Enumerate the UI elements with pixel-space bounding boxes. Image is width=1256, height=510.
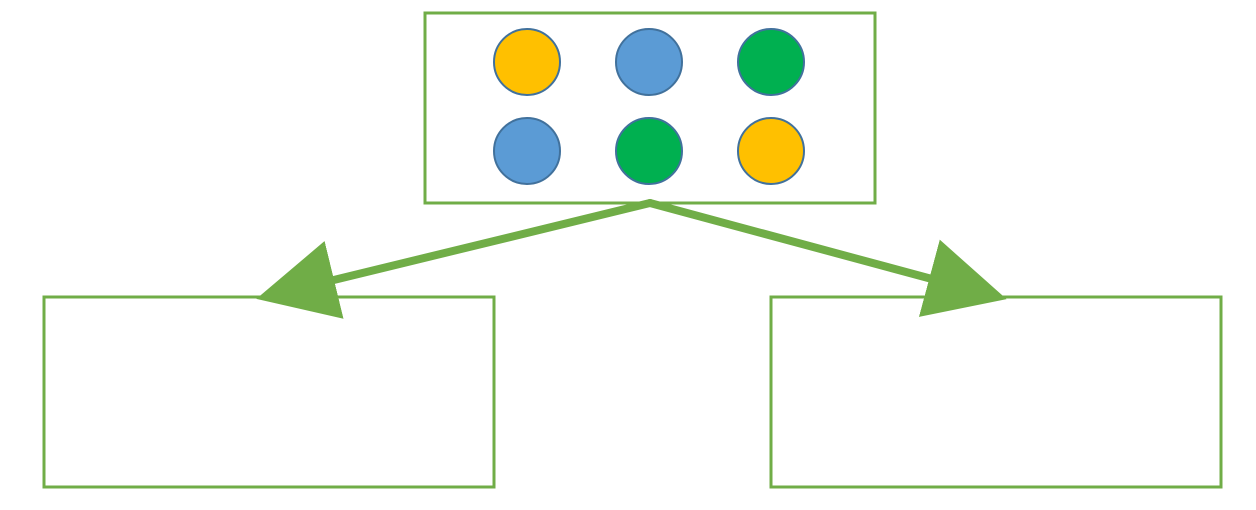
source-circle-r1-c1 [493, 28, 561, 96]
source-circle-r1-c3 [737, 28, 805, 96]
source-circle-r2-c1 [493, 117, 561, 185]
source-circle-r2-c2 [615, 117, 683, 185]
arrow-to-right [646, 199, 1007, 317]
source-circle-r2-c3 [737, 117, 805, 185]
arrow-to-left [256, 199, 654, 319]
target-box-left [42, 295, 496, 489]
target-box-right [769, 295, 1223, 489]
source-circle-r1-c2 [615, 28, 683, 96]
